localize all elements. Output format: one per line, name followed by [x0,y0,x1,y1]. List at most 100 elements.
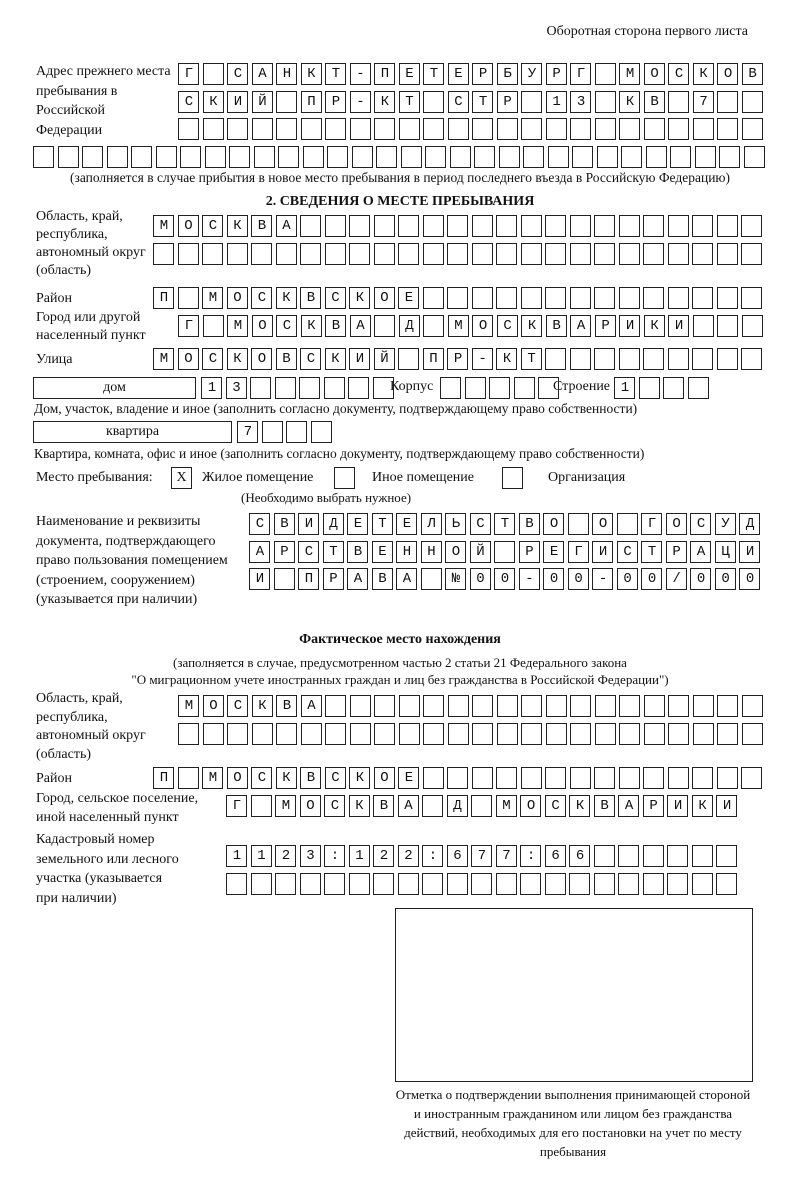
actual-city-row-char-box[interactable] [275,795,296,817]
city-row-char-box[interactable] [668,315,689,337]
actual-region-row-1-char-box[interactable] [300,695,322,717]
street-row-char-box[interactable] [643,348,664,370]
korpus-char-box[interactable] [513,377,535,399]
region-row-1-char-box[interactable] [520,215,542,237]
document-row-2-char-box[interactable] [445,541,466,563]
actual-region-row-2-char-box[interactable] [496,723,518,745]
previous-address-row-3-char-box[interactable] [349,118,371,140]
previous-address-row-4-char-box[interactable] [645,146,667,168]
previous-address-row-3-char-box[interactable] [374,118,395,140]
actual-region-row-1-char-box[interactable] [447,695,469,717]
actual-district-row-char-box[interactable] [226,767,248,789]
previous-address-row-1-char-box[interactable] [447,63,469,85]
actual-district-row-char-box[interactable] [300,767,321,789]
district-row-char-box[interactable] [202,287,223,309]
district-row-char-box[interactable] [667,287,689,309]
district-row-char-box[interactable] [300,287,321,309]
document-row-1-char-box[interactable] [616,513,638,535]
cadastral-row-2-char-box[interactable] [716,873,737,895]
previous-address-row-4-char-box[interactable] [351,146,373,168]
region-row-1-char-box[interactable] [300,215,321,237]
cadastral-row-1-char-box[interactable] [373,845,394,867]
region-row-1-char-box[interactable] [667,215,689,237]
region-row-2-char-box[interactable] [618,243,640,265]
previous-address-row-4-char-box[interactable] [229,146,250,168]
previous-address-row-1-char-box[interactable] [496,63,518,85]
street-row-char-box[interactable] [471,348,493,370]
previous-address-row-1-char-box[interactable] [349,63,371,85]
document-row-3-char-box[interactable] [616,568,638,590]
city-row-char-box[interactable] [741,315,763,337]
previous-address-row-3-char-box[interactable] [643,118,665,140]
previous-address-row-1-char-box[interactable] [692,63,714,85]
house-number-char-box[interactable] [274,377,296,399]
apartment-number-char-box[interactable] [310,421,332,443]
street-row-char-box[interactable] [153,348,174,370]
document-row-2-char-box[interactable] [592,541,613,563]
previous-address-row-2-char-box[interactable] [692,91,714,113]
actual-city-row-char-box[interactable] [569,795,590,817]
region-row-1-char-box[interactable] [618,215,640,237]
city-row-char-box[interactable] [202,315,224,337]
region-row-2-char-box[interactable] [716,243,738,265]
cadastral-row-2-char-box[interactable] [691,873,713,895]
district-row-char-box[interactable] [324,287,346,309]
cadastral-row-2-char-box[interactable] [226,873,247,895]
previous-address-row-1-char-box[interactable] [325,63,346,85]
previous-address-row-4-char-box[interactable] [327,146,348,168]
apartment-number-char-box[interactable] [237,421,258,443]
actual-district-row-char-box[interactable] [471,767,493,789]
cadastral-row-1-char-box[interactable] [569,845,590,867]
previous-address-row-1-char-box[interactable] [643,63,665,85]
actual-district-row-char-box[interactable] [177,767,199,789]
district-row-char-box[interactable] [177,287,199,309]
region-row-2-char-box[interactable] [545,243,566,265]
document-row-2-char-box[interactable] [567,541,589,563]
document-row-2-char-box[interactable] [249,541,270,563]
previous-address-row-3-char-box[interactable] [276,118,297,140]
document-row-3-char-box[interactable] [690,568,711,590]
cadastral-row-1-char-box[interactable] [667,845,688,867]
district-row-char-box[interactable] [520,287,542,309]
previous-address-row-4-char-box[interactable] [621,146,642,168]
actual-region-row-2-char-box[interactable] [619,723,640,745]
city-row-char-box[interactable] [717,315,738,337]
document-row-3-char-box[interactable] [641,568,662,590]
region-row-2-char-box[interactable] [741,243,762,265]
document-row-3-char-box[interactable] [322,568,344,590]
previous-address-row-2-char-box[interactable] [178,91,199,113]
apartment-type-field[interactable]: квартира [33,421,232,443]
document-row-3-char-box[interactable] [494,568,515,590]
document-row-2-char-box[interactable] [739,541,760,563]
previous-address-row-2-char-box[interactable] [472,91,493,113]
district-row-char-box[interactable] [496,287,517,309]
actual-city-row-char-box[interactable] [618,795,639,817]
previous-address-row-1-char-box[interactable] [423,63,444,85]
city-row-char-box[interactable] [594,315,616,337]
region-row-2-char-box[interactable] [594,243,615,265]
street-row-char-box[interactable] [226,348,248,370]
actual-city-row-char-box[interactable] [544,795,566,817]
cadastral-row-1-char-box[interactable] [422,845,443,867]
document-row-1-char-box[interactable] [641,513,662,535]
previous-address-row-3-char-box[interactable] [594,118,616,140]
region-row-2-char-box[interactable] [447,243,468,265]
cadastral-row-2-char-box[interactable] [495,873,517,895]
city-row-char-box[interactable] [423,315,444,337]
previous-address-row-4-char-box[interactable] [33,146,54,168]
document-row-1-char-box[interactable] [543,513,564,535]
cadastral-row-1-char-box[interactable] [691,845,713,867]
actual-district-row-char-box[interactable] [520,767,542,789]
city-row-char-box[interactable] [349,315,371,337]
region-row-2-char-box[interactable] [520,243,542,265]
region-row-2-char-box[interactable] [422,243,444,265]
actual-region-row-2-char-box[interactable] [594,723,616,745]
previous-address-row-3-char-box[interactable] [227,118,248,140]
actual-region-row-1-char-box[interactable] [521,695,542,717]
previous-address-row-4-char-box[interactable] [596,146,618,168]
actual-city-row-char-box[interactable] [716,795,737,817]
document-row-1-char-box[interactable] [249,513,270,535]
street-row-char-box[interactable] [202,348,223,370]
actual-region-row-1-char-box[interactable] [496,695,518,717]
document-row-2-char-box[interactable] [494,541,515,563]
